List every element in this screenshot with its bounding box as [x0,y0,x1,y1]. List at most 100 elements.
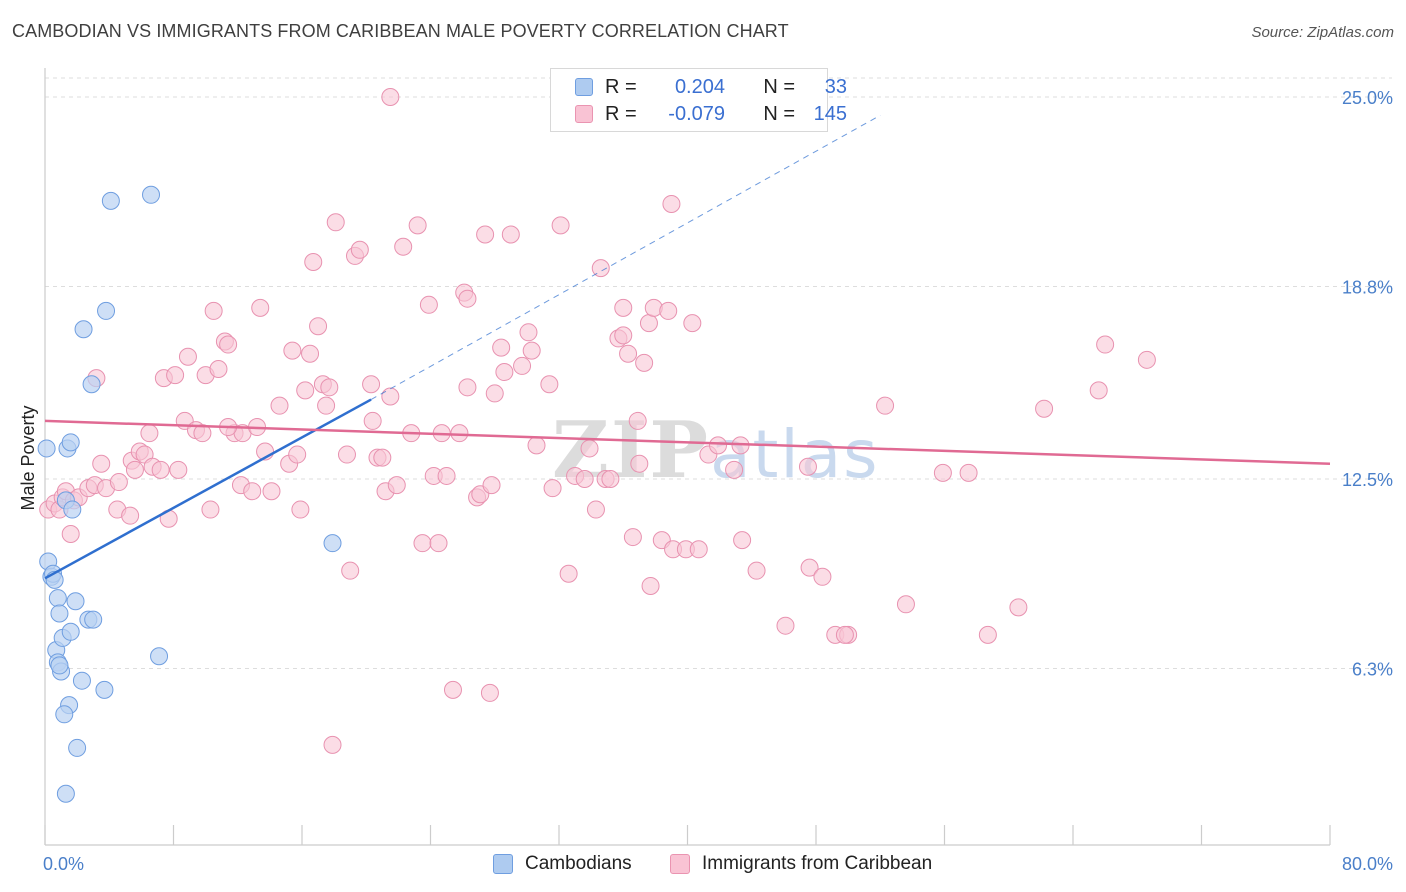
point-caribbean [408,216,427,235]
point-caribbean [800,558,819,577]
point-caribbean [689,540,708,559]
y-tick-label: 6.3% [1352,659,1393,679]
legend-swatch-blue [575,78,593,96]
bottom-legend-label: Cambodians [525,853,632,874]
point-caribbean [540,375,559,394]
point-cambodian [101,191,120,210]
point-caribbean [513,356,532,375]
bottom-legend-swatch-blue [493,854,513,874]
point-cambodian [323,534,342,553]
bottom-legend-cambodians: Cambodians [493,851,632,877]
point-caribbean [683,314,702,333]
bottom-legend-label: Immigrants from Caribbean [702,853,933,874]
trend-line-cambodians-extension [370,114,881,400]
grid-lines [45,77,1392,669]
point-caribbean [209,359,228,378]
point-caribbean [381,387,400,406]
point-caribbean [522,341,541,360]
point-caribbean [219,335,238,354]
point-caribbean [262,482,281,501]
point-caribbean [429,534,448,553]
point-cambodian [95,680,114,699]
point-caribbean [798,457,817,476]
point-caribbean [896,595,915,614]
point-caribbean [419,295,438,314]
legend-r-label: R = [605,75,637,98]
point-caribbean [482,476,501,495]
point-cambodian [66,592,85,611]
point-caribbean [362,375,381,394]
point-caribbean [733,531,752,550]
legend-r-value: 0.204 [674,75,725,98]
point-caribbean [725,460,744,479]
point-caribbean [363,411,382,430]
point-caribbean [204,301,223,320]
source-label: Source: ZipAtlas.com [1251,24,1394,41]
point-cambodian [63,500,82,519]
point-caribbean [659,301,678,320]
watermark-atlas: atlas [710,416,880,493]
point-caribbean [121,506,140,525]
point-caribbean [662,194,681,213]
point-caribbean [1096,335,1115,354]
point-caribbean [628,411,647,430]
point-caribbean [527,436,546,455]
point-caribbean [323,735,342,754]
point-caribbean [619,344,638,363]
point-caribbean [437,466,456,485]
point-caribbean [601,470,620,488]
point-caribbean [1035,399,1054,418]
point-caribbean [288,445,307,464]
point-caribbean [476,225,495,244]
legend-swatch-pink [575,105,593,123]
point-cambodian [74,320,93,339]
point-caribbean [251,298,270,317]
point-caribbean [317,396,336,415]
point-caribbean [575,470,594,488]
point-caribbean [413,534,432,553]
point-caribbean [381,88,400,106]
point-caribbean [341,561,360,580]
point-caribbean [109,473,128,492]
point-caribbean [580,439,599,458]
point-cambodian [61,622,80,641]
point-caribbean [450,424,469,443]
bottom-legend-caribbean: Immigrants from Caribbean [670,851,932,877]
point-cambodian [150,647,169,666]
point-caribbean [193,424,212,443]
point-caribbean [480,683,499,702]
point-caribbean [169,460,188,479]
point-caribbean [61,525,80,544]
point-caribbean [492,338,511,357]
point-caribbean [166,366,185,385]
y-tick-label: 18.8% [1342,277,1393,297]
point-caribbean [337,445,356,464]
chart-title: CAMBODIAN VS IMMIGRANTS FROM CARIBBEAN M… [12,21,789,41]
y-tick-label: 25.0% [1342,88,1393,108]
legend-row-caribbean: R = -0.079 N = 145 [575,101,847,127]
legend-n-value: 145 [813,102,847,125]
point-caribbean [140,424,159,443]
point-cambodian [68,738,87,757]
point-cambodian [61,433,80,452]
point-cambodian [50,604,69,623]
point-cambodian [55,705,74,724]
point-caribbean [635,353,654,372]
point-caribbean [283,341,302,360]
point-caribbean [291,500,310,519]
point-caribbean [387,476,406,495]
point-caribbean [243,482,262,501]
point-cambodian [142,185,161,204]
point-caribbean [630,454,649,473]
point-cambodian [50,656,69,675]
point-caribbean [614,326,633,345]
point-caribbean [458,378,477,397]
point-caribbean [543,479,562,498]
legend-row-cambodians: R = 0.204 N = 33 [575,74,847,100]
point-caribbean [614,298,633,317]
point-caribbean [296,381,315,400]
point-cambodian [56,784,75,803]
legend-n-label: N = [763,75,795,98]
x-tick-label: 80.0% [1342,854,1393,874]
